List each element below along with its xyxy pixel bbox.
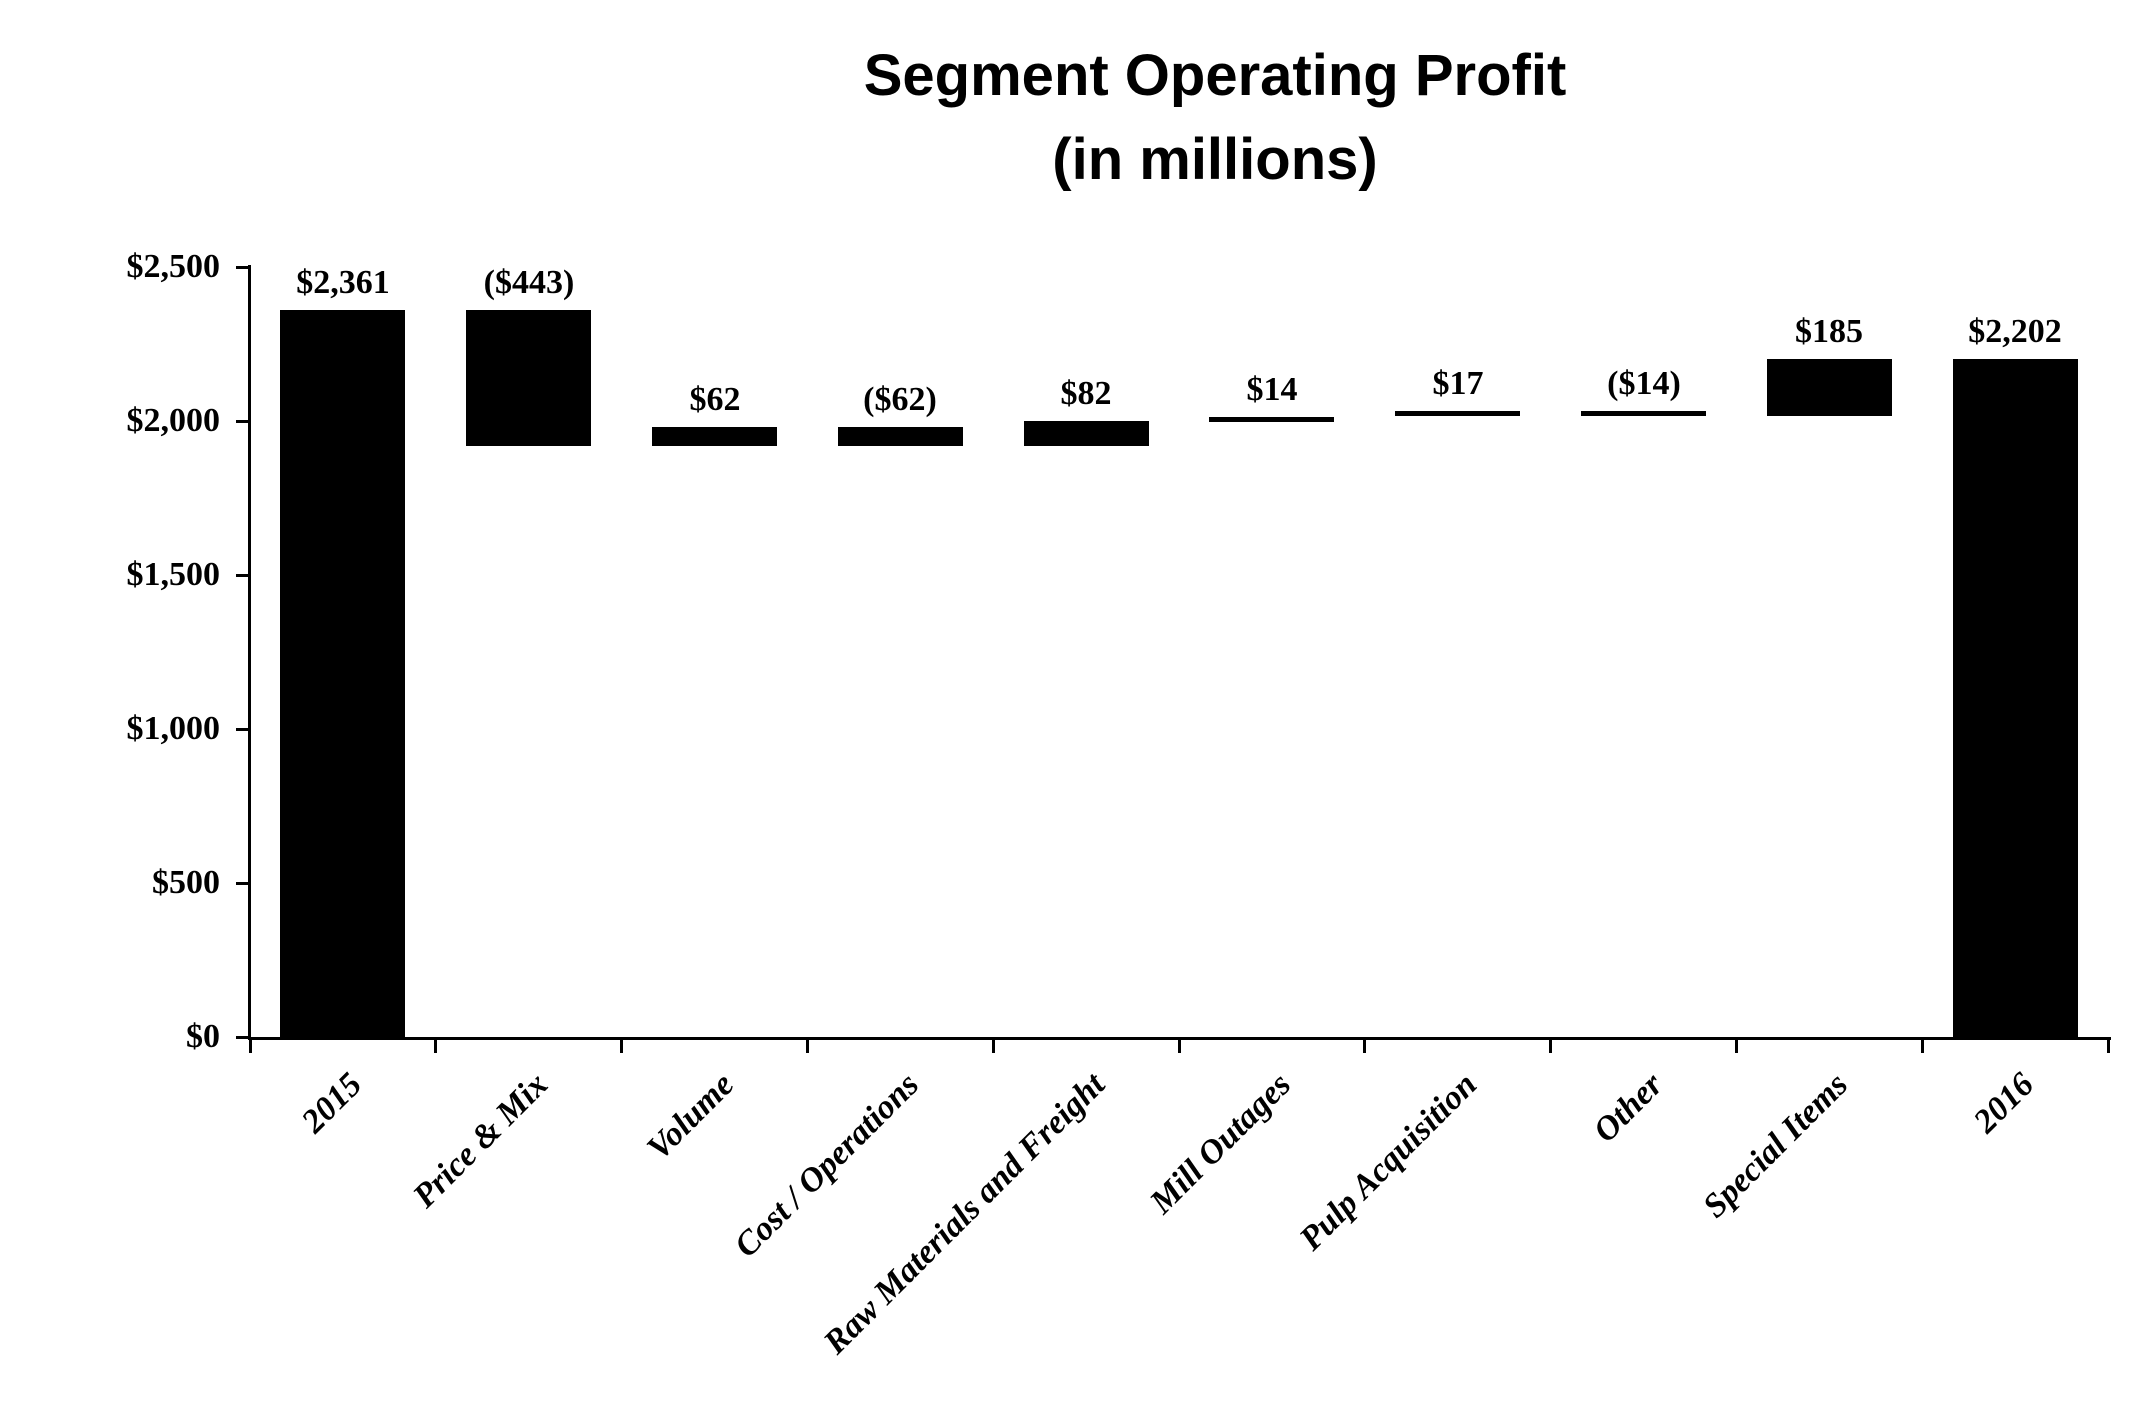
y-axis-tick-label: $2,500 bbox=[126, 248, 221, 285]
y-axis-tick-label: $0 bbox=[186, 1018, 220, 1055]
bar-value-label: ($62) bbox=[863, 381, 937, 418]
chart-title-line1: Segment Operating Profit bbox=[863, 43, 1567, 108]
bar-value-label: ($14) bbox=[1607, 365, 1681, 402]
x-axis-tick bbox=[1734, 1040, 1738, 1053]
y-axis-tick bbox=[236, 1035, 250, 1039]
y-axis-tick bbox=[236, 881, 250, 885]
x-axis-tick bbox=[248, 1040, 252, 1053]
x-axis-tick bbox=[1920, 1040, 1924, 1053]
x-axis-category-label: 2015 bbox=[294, 1066, 370, 1141]
x-axis-tick bbox=[1177, 1040, 1181, 1053]
x-axis-category-label: Cost / Operations bbox=[727, 1066, 927, 1265]
x-axis-tick bbox=[434, 1040, 438, 1053]
y-axis-tick-label: $1,000 bbox=[126, 710, 221, 747]
waterfall-bar-9 bbox=[1767, 359, 1892, 416]
waterfall-bar-2 bbox=[466, 310, 591, 446]
x-axis-category-label: Volume bbox=[640, 1066, 742, 1167]
bar-value-label: $14 bbox=[1246, 371, 1298, 408]
x-axis-category-label: Special Items bbox=[1696, 1066, 1856, 1226]
y-axis-tick bbox=[236, 727, 250, 731]
x-axis-category-label: Mill Outages bbox=[1143, 1066, 1299, 1222]
x-axis-line bbox=[248, 1037, 2111, 1040]
waterfall-bar-1 bbox=[280, 310, 405, 1037]
x-axis-category-label: Pulp Acquisition bbox=[1292, 1066, 1485, 1258]
waterfall-bar-7 bbox=[1395, 411, 1520, 416]
x-axis-tick bbox=[620, 1040, 624, 1053]
chart-title-line2: (in millions) bbox=[1052, 127, 1378, 192]
waterfall-bar-8 bbox=[1581, 411, 1706, 416]
x-axis-category-label: 2016 bbox=[1966, 1066, 2042, 1141]
y-axis-tick-label: $1,500 bbox=[126, 556, 221, 593]
x-axis-tick bbox=[1363, 1040, 1367, 1053]
x-axis-category-label: Raw Materials and Freight bbox=[816, 1066, 1113, 1362]
y-axis-line bbox=[248, 265, 251, 1040]
bar-value-label: $62 bbox=[689, 381, 741, 418]
y-axis-tick-label: $2,000 bbox=[126, 402, 221, 439]
bar-value-label: $185 bbox=[1795, 313, 1863, 350]
waterfall-bar-5 bbox=[1024, 421, 1149, 446]
y-axis-tick-label: $500 bbox=[152, 864, 220, 901]
waterfall-bar-10 bbox=[1953, 359, 2078, 1037]
waterfall-bar-6 bbox=[1209, 417, 1334, 422]
bar-value-label: $2,361 bbox=[296, 264, 390, 301]
waterfall-bar-3 bbox=[652, 427, 777, 446]
x-axis-category-label: Price & Mix bbox=[406, 1066, 556, 1216]
bar-value-label: ($443) bbox=[483, 264, 575, 301]
bar-value-label: $17 bbox=[1432, 365, 1484, 402]
bar-value-label: $82 bbox=[1060, 375, 1112, 412]
x-axis-tick bbox=[805, 1040, 809, 1053]
bar-value-label: $2,202 bbox=[1968, 313, 2062, 350]
waterfall-bar-4 bbox=[838, 427, 963, 446]
x-axis-tick bbox=[1549, 1040, 1553, 1053]
x-axis-tick bbox=[991, 1040, 995, 1053]
chart-title: Segment Operating Profit (in millions) bbox=[864, 34, 1567, 202]
x-axis-tick bbox=[2106, 1040, 2110, 1053]
y-axis-tick bbox=[236, 265, 250, 269]
x-axis-category-label: Other bbox=[1586, 1066, 1671, 1150]
y-axis-tick bbox=[236, 573, 250, 577]
y-axis-tick bbox=[236, 419, 250, 423]
